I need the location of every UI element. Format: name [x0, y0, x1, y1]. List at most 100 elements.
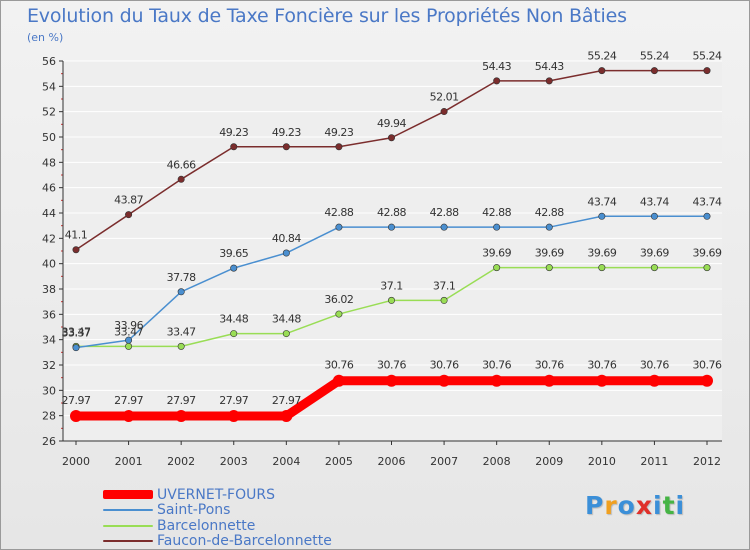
legend-swatch-saint-pons	[103, 509, 153, 512]
data-point	[493, 77, 501, 85]
data-point	[385, 374, 398, 387]
data-label: 43.74	[640, 195, 669, 208]
data-label: 30.76	[324, 359, 353, 372]
data-label: 42.88	[324, 206, 353, 219]
data-label: 37.1	[380, 279, 403, 292]
data-point	[545, 77, 553, 85]
x-tick-label: 2011	[640, 455, 668, 468]
y-tick-label: 36	[42, 308, 56, 321]
legend-item-saint-pons[interactable]: Saint-Pons	[103, 503, 332, 519]
legend-item-faucon-de-barcelonnette[interactable]: Faucon-de-Barcelonnette	[103, 534, 332, 550]
legend-swatch-uvernet-fours	[103, 490, 153, 500]
data-point	[177, 175, 185, 183]
data-label: 55.24	[587, 50, 616, 63]
y-tick-label: 28	[42, 410, 56, 423]
data-label: 39.69	[587, 247, 616, 260]
legend: UVERNET-FOURS Saint-Pons Barcelonnette F…	[103, 487, 332, 549]
data-label: 43.74	[693, 195, 722, 208]
data-point	[282, 143, 290, 151]
logo-letter: x	[635, 491, 653, 520]
data-point	[280, 410, 293, 423]
series-lines	[70, 67, 713, 423]
data-label: 42.88	[377, 206, 406, 219]
data-label: 42.88	[482, 206, 511, 219]
legend-label: Faucon-de-Barcelonnette	[157, 533, 332, 550]
x-tick-label: 2002	[167, 455, 195, 468]
data-point	[650, 212, 658, 220]
x-tick-label: 2007	[430, 455, 458, 468]
data-label: 39.65	[219, 247, 248, 260]
data-point	[122, 410, 135, 423]
legend-label: Saint-Pons	[157, 502, 231, 519]
data-point	[545, 223, 553, 231]
data-point	[332, 374, 345, 387]
x-tick-label: 2012	[693, 455, 721, 468]
data-point	[650, 67, 658, 75]
data-point	[387, 296, 395, 304]
logo-letter: t	[662, 491, 676, 520]
data-label: 30.76	[587, 359, 616, 372]
data-label: 39.69	[640, 247, 669, 260]
data-point	[598, 212, 606, 220]
data-point	[650, 264, 658, 272]
data-point	[493, 264, 501, 272]
y-tick-label: 32	[42, 359, 56, 372]
data-point	[490, 374, 503, 387]
data-label: 33.37	[62, 327, 91, 340]
x-tick-label: 2001	[115, 455, 143, 468]
grid-lines	[63, 60, 722, 442]
y-tick-label: 26	[42, 435, 56, 448]
y-tick-label: 42	[42, 232, 56, 245]
data-label: 37.1	[433, 279, 456, 292]
data-point	[440, 108, 448, 116]
chart-unit-label: (en %)	[27, 31, 64, 44]
data-label: 55.24	[693, 50, 722, 63]
data-label: 54.43	[535, 60, 564, 73]
data-point	[701, 374, 713, 387]
logo-text: Proxiti	[585, 491, 685, 520]
data-point	[125, 336, 133, 344]
legend-item-uvernet-fours[interactable]: UVERNET-FOURS	[103, 487, 332, 503]
data-label: 42.88	[535, 206, 564, 219]
data-label: 52.01	[430, 91, 459, 104]
data-label: 39.69	[535, 247, 564, 260]
data-label: 27.97	[219, 394, 248, 407]
y-tick-label: 48	[42, 156, 56, 169]
legend-label: Barcelonnette	[157, 517, 256, 534]
data-label: 30.76	[430, 359, 459, 372]
legend-item-barcelonnette[interactable]: Barcelonnette	[103, 518, 332, 534]
data-point	[72, 344, 80, 352]
data-point	[335, 143, 343, 151]
y-tick-label: 56	[42, 55, 56, 68]
data-point	[438, 374, 451, 387]
data-label: 30.76	[693, 359, 722, 372]
data-point	[177, 288, 185, 296]
x-tick-label: 2008	[483, 455, 511, 468]
data-point	[230, 330, 238, 338]
logo-letter: o	[617, 491, 636, 520]
data-label: 49.23	[219, 126, 248, 139]
data-point	[125, 211, 133, 219]
data-label: 40.84	[272, 232, 301, 245]
data-point	[177, 342, 185, 350]
x-tick-label: 2009	[535, 455, 563, 468]
y-tick-label: 38	[42, 283, 56, 296]
data-point	[282, 330, 290, 338]
x-tick-label: 2003	[220, 455, 248, 468]
data-point	[387, 134, 395, 142]
data-label: 27.97	[62, 394, 91, 407]
data-point	[703, 212, 711, 220]
legend-swatch-barcelonnette	[103, 524, 153, 527]
data-point	[598, 264, 606, 272]
data-label: 55.24	[640, 50, 669, 63]
data-label: 33.47	[167, 325, 196, 338]
data-label: 49.23	[324, 126, 353, 139]
data-point	[543, 374, 556, 387]
data-point	[335, 310, 343, 318]
data-label: 39.69	[693, 247, 722, 260]
y-tick-label: 44	[42, 207, 56, 220]
logo-letter: i	[675, 491, 686, 520]
data-point	[595, 374, 608, 387]
